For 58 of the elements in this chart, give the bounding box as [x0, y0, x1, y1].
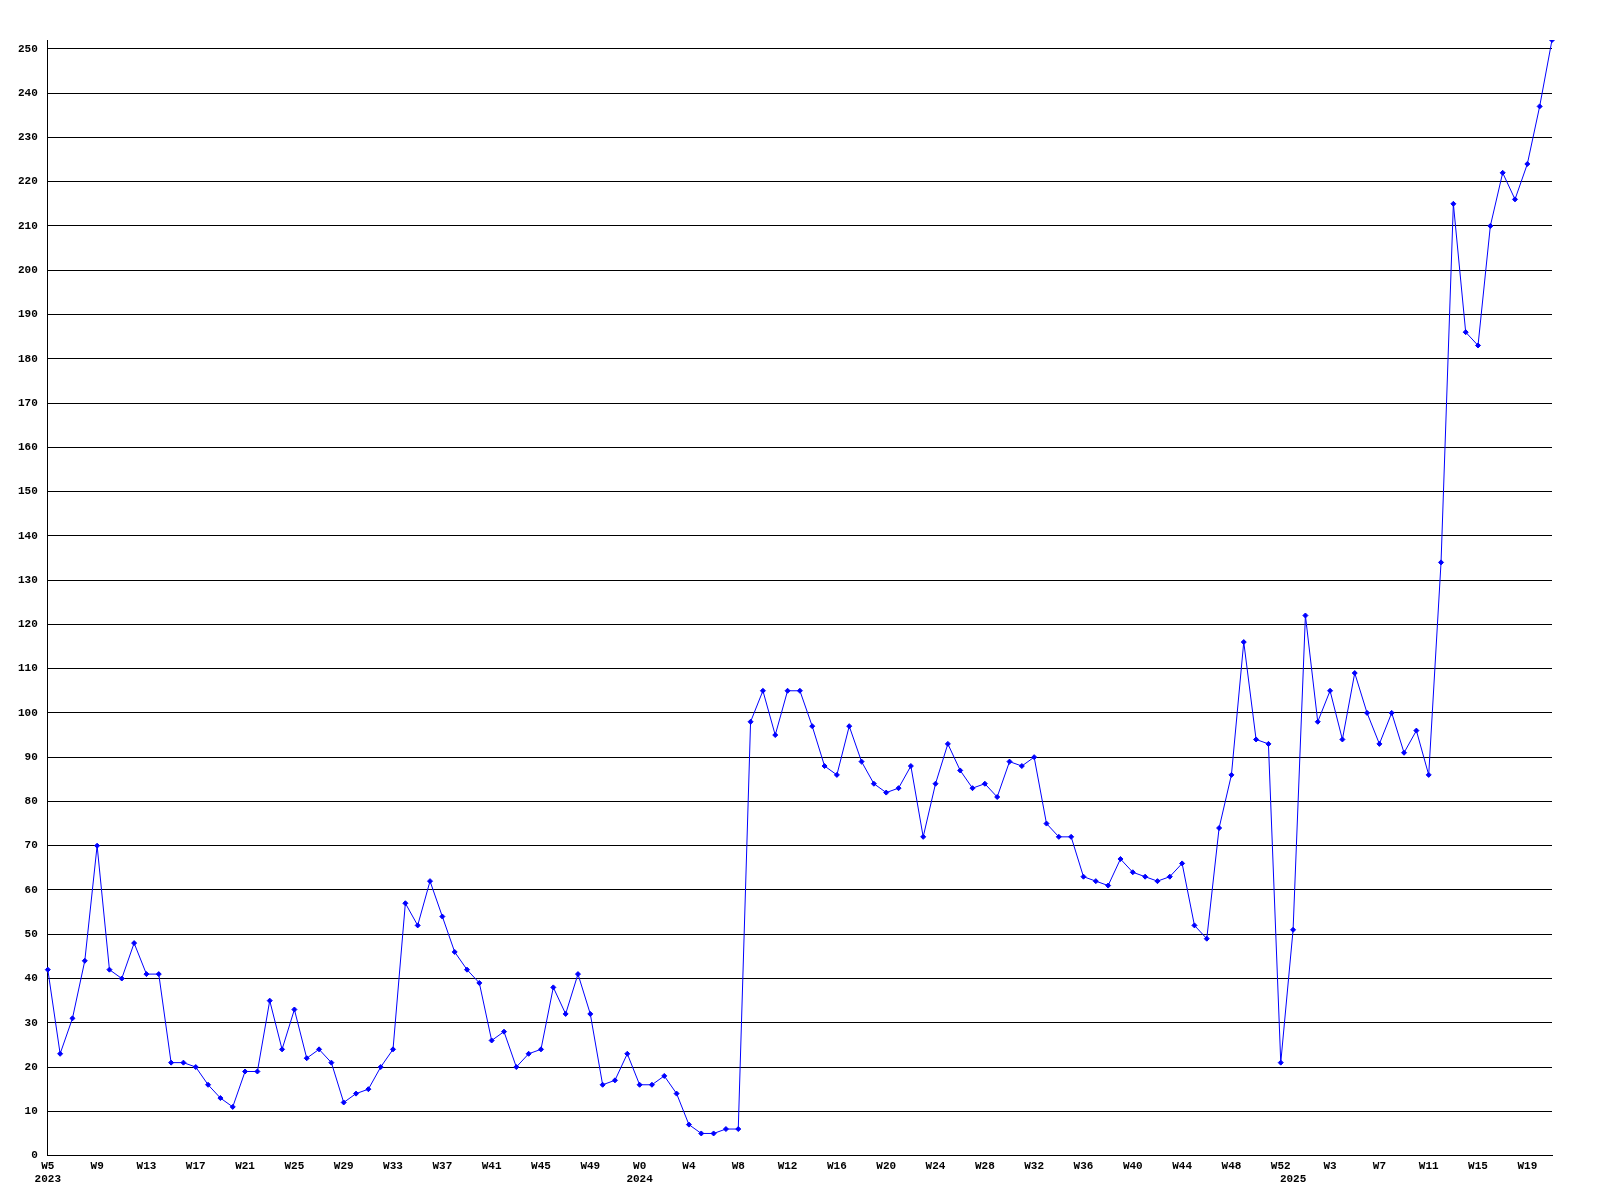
x-tick-label: W28	[974, 1159, 996, 1172]
x-tick-label: 2025	[1279, 1173, 1307, 1186]
y-tick-label: 160	[17, 441, 38, 454]
y-tick-label: 100	[17, 706, 38, 719]
x-tick-label: W33	[383, 1159, 404, 1172]
y-tick-label: 250	[17, 42, 38, 55]
x-tick-label: W24	[925, 1159, 946, 1172]
x-tick-label: W4	[682, 1159, 696, 1172]
y-tick-label: 10	[24, 1105, 38, 1118]
x-tick-label: W12	[777, 1159, 798, 1172]
x-tick-label: W41	[481, 1159, 502, 1172]
y-tick-label: 210	[17, 219, 38, 232]
x-tick-label: W3	[1323, 1159, 1338, 1172]
x-tick-label: W40	[1122, 1159, 1143, 1172]
x-tick-label: W36	[1073, 1159, 1094, 1172]
y-tick-label: 240	[17, 86, 38, 99]
x-tick-label: W45	[531, 1159, 552, 1172]
y-tick-label: 40	[24, 972, 38, 985]
y-tick-label: 20	[24, 1060, 38, 1073]
x-tick-label: W21	[235, 1159, 256, 1172]
y-tick-label: 60	[24, 883, 38, 896]
y-tick-label: 150	[17, 485, 38, 498]
y-tick-label: 0	[31, 1149, 38, 1162]
x-tick-label: W49	[580, 1159, 601, 1172]
y-tick-label: 180	[17, 352, 38, 365]
x-tick-label: W9	[90, 1159, 104, 1172]
y-tick-label: 200	[17, 263, 38, 276]
x-tick-label: W48	[1221, 1159, 1242, 1172]
x-tick-label: W37	[432, 1159, 453, 1172]
y-tick-label: 230	[17, 131, 38, 144]
y-tick-label: 190	[17, 308, 38, 321]
y-tick-label: 220	[17, 175, 38, 188]
x-tick-label: W19	[1517, 1159, 1538, 1172]
y-tick-label: 50	[24, 928, 38, 941]
y-tick-label: 30	[24, 1016, 38, 1029]
y-tick-label: 170	[17, 396, 38, 409]
x-tick-label: W17	[185, 1159, 206, 1172]
y-tick-label: 90	[24, 750, 38, 763]
x-tick-label: W29	[333, 1159, 354, 1172]
x-tick-label: W52	[1270, 1159, 1291, 1172]
x-tick-label: W16	[826, 1159, 847, 1172]
x-tick-label: W11	[1418, 1159, 1439, 1172]
y-tick-label: 80	[24, 795, 38, 808]
x-tick-label: W32	[1024, 1159, 1045, 1172]
y-tick-label: 140	[17, 529, 38, 542]
x-tick-label: W25	[284, 1159, 305, 1172]
x-tick-label: W5 2023	[34, 1159, 62, 1186]
x-tick-label: W15	[1468, 1159, 1489, 1172]
x-tick-label: W8	[731, 1159, 746, 1172]
x-tick-label: W44	[1172, 1159, 1193, 1172]
y-tick-label: 110	[17, 662, 38, 675]
x-tick-label: W20	[876, 1159, 897, 1172]
x-tick-label: W0 2024	[626, 1159, 654, 1186]
y-tick-label: 70	[24, 839, 38, 852]
y-tick-label: 120	[17, 618, 38, 631]
y-tick-label: 130	[17, 573, 38, 586]
x-tick-label: W7	[1372, 1159, 1386, 1172]
x-tick-label: W13	[136, 1159, 157, 1172]
